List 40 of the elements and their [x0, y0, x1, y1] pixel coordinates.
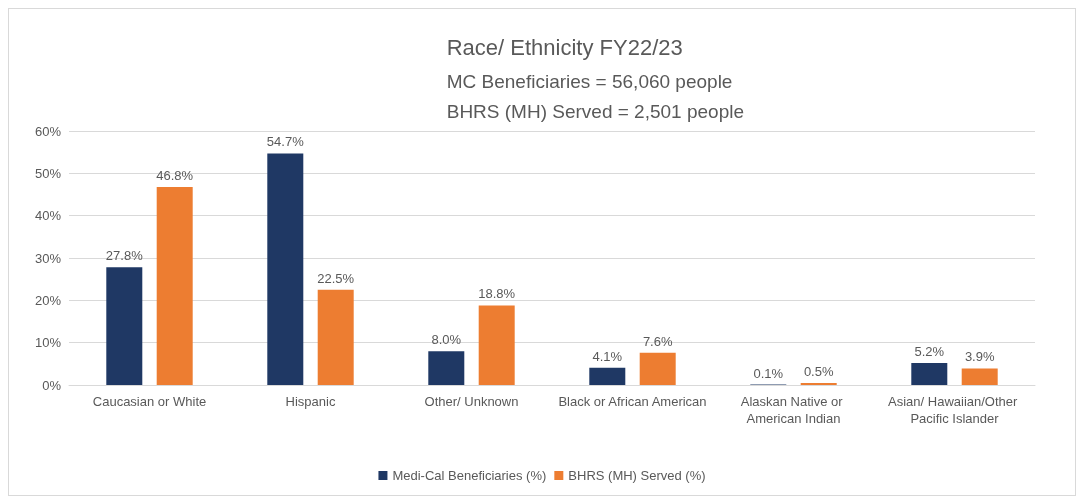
y-tick-label: 60%: [34, 123, 62, 139]
x-tick-label: Caucasian or White: [92, 394, 207, 409]
y-tick-label: 40%: [34, 208, 62, 224]
bar: [156, 186, 193, 385]
data-label: 0.5%: [803, 363, 834, 379]
data-label: 8.0%: [431, 332, 462, 348]
y-tick-label: 20%: [34, 292, 62, 308]
data-label: 18.8%: [478, 286, 516, 302]
bar: [106, 267, 143, 385]
y-tick-label: 10%: [34, 335, 62, 351]
x-tick-label: Asian/ Hawaiian/Other Pacific Islander: [888, 394, 1021, 426]
bar: [267, 153, 304, 385]
bar: [961, 368, 998, 385]
bar: [589, 367, 626, 385]
bar: [639, 352, 676, 385]
data-label: 46.8%: [156, 167, 194, 183]
y-tick-label: 30%: [34, 250, 62, 266]
x-tick-label: Hispanic: [285, 394, 336, 409]
data-label: 0.1%: [753, 365, 784, 381]
y-tick-label: 0%: [42, 377, 62, 393]
bar: [428, 351, 465, 385]
data-label: 22.5%: [317, 270, 355, 286]
data-label: 4.1%: [592, 348, 623, 364]
data-label: 27.8%: [105, 248, 144, 264]
bar: [911, 362, 948, 385]
bar: [478, 305, 515, 385]
data-label: 54.7%: [266, 134, 305, 150]
chart-title: Race/ Ethnicity FY22/23: [446, 34, 683, 60]
data-label: 7.6%: [642, 333, 673, 349]
data-label: 3.9%: [964, 349, 995, 365]
x-tick-label: Alaskan Native or American Indian: [740, 394, 847, 426]
legend-label: BHRS (MH) Served (%): [568, 468, 706, 483]
legend-label: Medi-Cal Beneficiaries (%): [392, 468, 547, 483]
x-tick-label: Other/ Unknown: [424, 394, 519, 409]
bar: [800, 382, 837, 385]
chart-subtitle: MC Beneficiaries = 56,060 people BHRS (MH) Served = 2,501 people: [446, 70, 745, 122]
bar: [317, 289, 354, 385]
y-tick-label: 50%: [34, 165, 62, 181]
data-label: 5.2%: [914, 343, 945, 359]
x-tick-label: Black or African American: [558, 394, 707, 409]
